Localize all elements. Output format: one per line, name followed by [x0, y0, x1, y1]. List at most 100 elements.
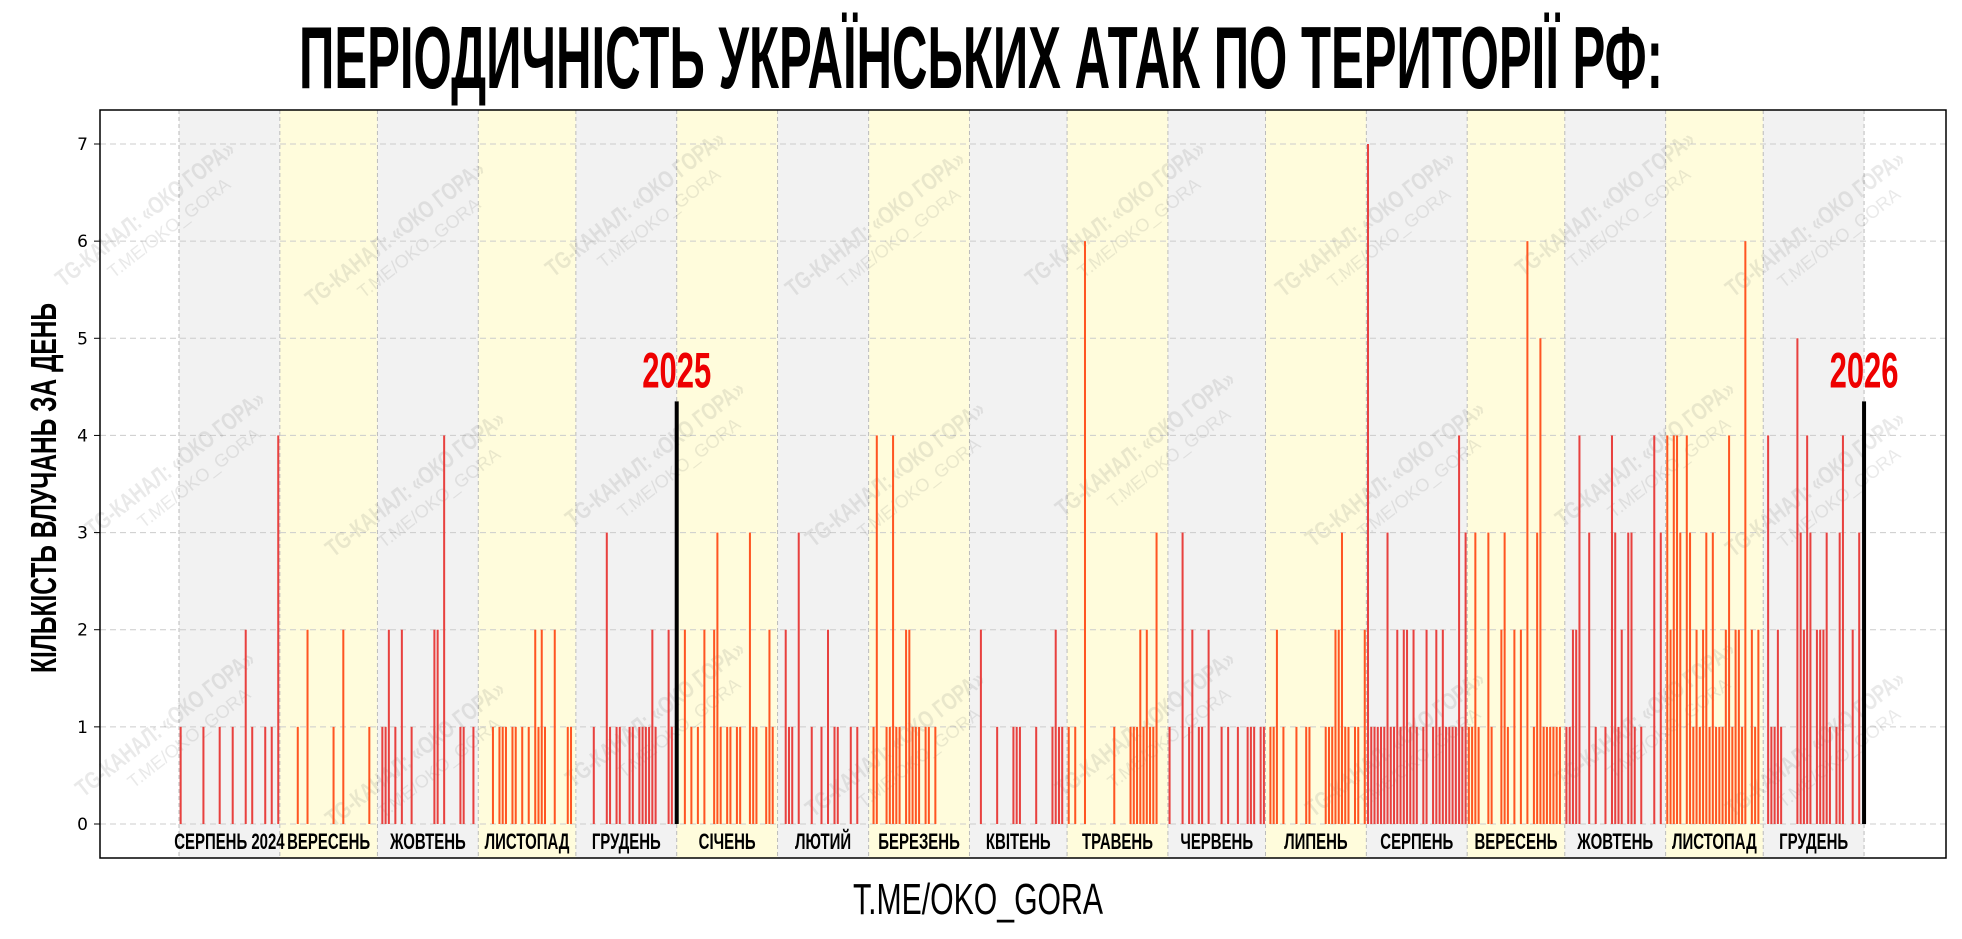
- bar: [1536, 532, 1539, 824]
- bar: [332, 726, 335, 824]
- bar: [1819, 629, 1822, 824]
- bar: [1614, 532, 1617, 824]
- month-label: ЛИПЕНЬ: [1284, 829, 1347, 854]
- bar: [713, 629, 716, 824]
- bar: [1610, 435, 1613, 824]
- bar: [1132, 726, 1135, 824]
- bar: [1685, 435, 1688, 824]
- bar: [1741, 726, 1744, 824]
- y-tick-label: 5: [77, 329, 88, 349]
- bar: [1838, 532, 1841, 824]
- bar: [1272, 726, 1275, 824]
- bar: [1458, 435, 1461, 824]
- bar: [1822, 629, 1825, 824]
- bar: [1633, 726, 1636, 824]
- month-band: [179, 110, 280, 858]
- bar: [703, 629, 706, 824]
- bar: [631, 726, 634, 824]
- bar: [491, 726, 494, 824]
- month-label: СЕРПЕНЬ: [1380, 829, 1453, 854]
- month-band: [1467, 110, 1565, 858]
- bar: [540, 629, 543, 824]
- month-label: ЛЮТИЙ: [795, 829, 851, 854]
- bar: [1653, 435, 1656, 824]
- bar: [1500, 629, 1503, 824]
- bar: [1438, 726, 1441, 824]
- bar: [1815, 629, 1818, 824]
- month-band: [575, 110, 677, 858]
- bar: [1806, 435, 1809, 824]
- bar: [1640, 726, 1643, 824]
- bar: [1340, 532, 1343, 824]
- bar: [683, 629, 686, 824]
- bar: [1393, 726, 1396, 824]
- bar: [1445, 726, 1448, 824]
- bar: [400, 629, 403, 824]
- bar: [1571, 629, 1574, 824]
- bar: [1402, 629, 1405, 824]
- bar: [914, 726, 917, 824]
- bar: [218, 726, 221, 824]
- bar: [651, 629, 654, 824]
- bar: [1754, 726, 1757, 824]
- bar: [1627, 532, 1630, 824]
- bar: [566, 726, 569, 824]
- bar: [1490, 726, 1493, 824]
- bar: [1796, 338, 1799, 824]
- bar: [1152, 726, 1155, 824]
- bar: [1471, 726, 1474, 824]
- bar: [264, 726, 267, 824]
- bar: [1776, 629, 1779, 824]
- bar: [1246, 726, 1249, 824]
- y-tick-label: 7: [77, 135, 88, 155]
- bar: [1698, 726, 1701, 824]
- y-tick-label: 3: [77, 524, 88, 544]
- bar: [644, 726, 647, 824]
- bar: [875, 435, 878, 824]
- bar: [1676, 435, 1679, 824]
- bar: [872, 726, 875, 824]
- footer-link[interactable]: T.ME/OKO_GORA: [853, 875, 1103, 924]
- bar: [1441, 629, 1444, 824]
- plot-frame: [99, 109, 1947, 859]
- bar: [1578, 435, 1581, 824]
- bar: [1464, 532, 1467, 824]
- bar: [1366, 144, 1370, 824]
- bar: [1545, 726, 1548, 824]
- month-band: [377, 110, 479, 858]
- bar: [1708, 726, 1711, 824]
- bar: [996, 726, 999, 824]
- bar: [1220, 726, 1223, 824]
- bar: [1552, 726, 1555, 824]
- bar: [1155, 532, 1158, 824]
- bar: [394, 726, 397, 824]
- bar: [1799, 532, 1802, 824]
- bar: [1373, 726, 1376, 824]
- bar: [748, 532, 751, 824]
- bar: [1718, 726, 1721, 824]
- bar: [1129, 726, 1132, 824]
- bar: [1451, 726, 1454, 824]
- month-label: ВЕРЕСЕНЬ: [287, 829, 370, 854]
- bar: [384, 726, 387, 824]
- bar: [1594, 726, 1597, 824]
- bar: [1389, 726, 1392, 824]
- bar: [1477, 726, 1480, 824]
- bar: [1083, 241, 1087, 825]
- bar: [202, 726, 205, 824]
- bar: [1767, 435, 1770, 824]
- bar: [1702, 629, 1705, 824]
- bar: [1383, 726, 1386, 824]
- bar: [1715, 726, 1718, 824]
- bar: [716, 532, 719, 824]
- bar: [833, 726, 836, 824]
- bar: [410, 726, 413, 824]
- bar: [1253, 726, 1256, 824]
- bar: [609, 726, 612, 824]
- month-band: [1167, 110, 1266, 858]
- month-band: [969, 110, 1068, 858]
- bar: [1347, 726, 1350, 824]
- bar: [719, 726, 722, 824]
- bar: [1695, 629, 1698, 824]
